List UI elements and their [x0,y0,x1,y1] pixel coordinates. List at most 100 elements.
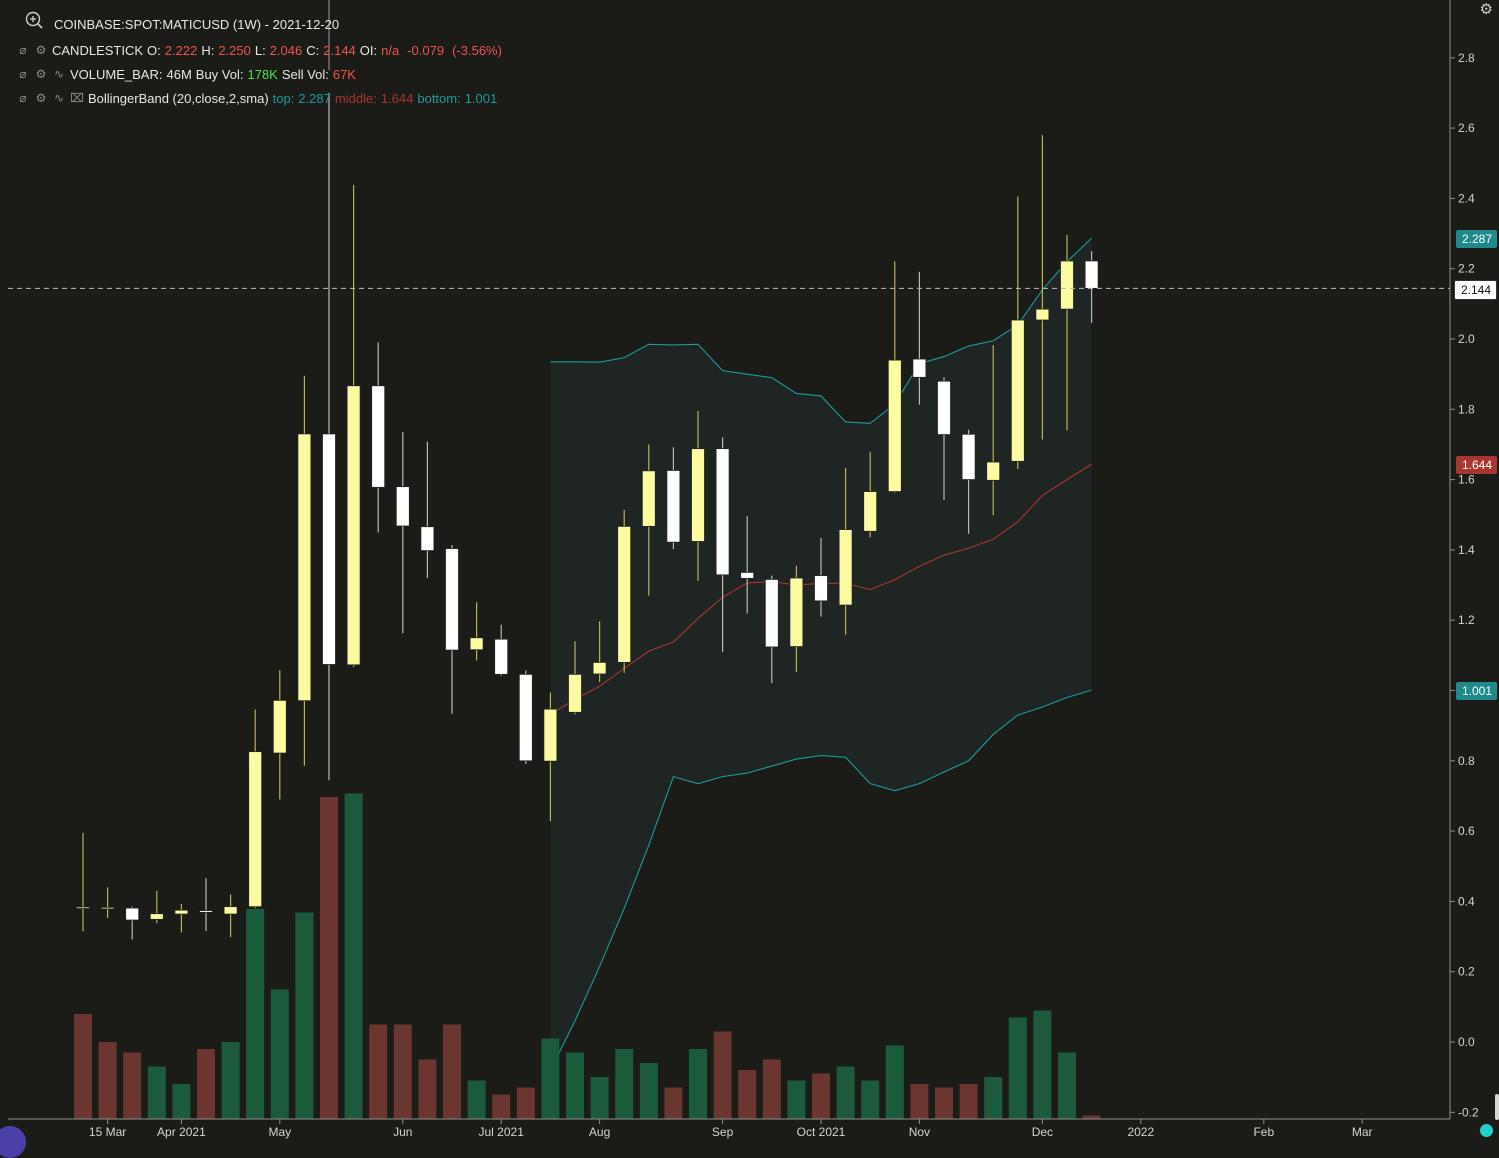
candle-body [912,358,927,378]
symbol-title: COINBASE:SPOT:MATICUSD (1W) - 2021-12-20 [54,16,340,32]
bollinger-name: BollingerBand (20,close,2,sma) [88,90,269,106]
volume-bar [123,1052,142,1119]
volume-bar [713,1031,732,1119]
candle-body [445,548,459,651]
close-label: C: [306,42,320,58]
buy-vol-label: Buy Vol: [195,66,244,82]
volume-bar [492,1094,511,1119]
sell-vol-label: Sell Vol: [281,66,329,82]
volume-bar [320,797,338,1119]
volume-bar [467,1080,486,1119]
high-label: H: [201,42,215,58]
candle-body [199,910,213,913]
bb-middle-value: 1.644 [380,90,414,106]
x-tick-label: Apr 2021 [157,1125,206,1139]
volume-bar [959,1084,978,1119]
volume-bar [935,1087,953,1119]
volume-bar [344,793,363,1119]
volume-name: VOLUME_BAR: [70,66,163,82]
x-tick-label: Feb [1253,1125,1274,1139]
candle-body [887,359,902,492]
candle-body [518,673,533,762]
y-tick-label: 1.8 [1458,402,1475,416]
candle-body [149,913,164,920]
candle-body [1010,319,1025,462]
trend-logo-icon[interactable] [0,1126,26,1158]
y-tick-label: 0.8 [1458,754,1475,768]
candle-body [592,661,607,675]
bollinger-band-fill [550,238,1092,1071]
volume-bars-layer [74,793,1101,1119]
volume-bar [541,1038,560,1119]
zoom-in-icon[interactable] [24,10,44,30]
spark-icon[interactable]: ∿ [53,67,65,81]
volume-bar [1033,1010,1052,1119]
volume-bar [664,1087,683,1119]
gear-icon[interactable]: ⚙ [35,67,47,81]
bb-bottom-label: bottom: [417,90,461,106]
price-scale-handle[interactable] [1495,1094,1499,1120]
x-tick-label: Jul 2021 [479,1125,525,1139]
volume-bar [762,1059,781,1119]
spark-icon[interactable]: ∿ [53,91,65,105]
candle-body [568,673,582,713]
volume-bar [393,1024,412,1119]
candlestick-name: CANDLESTICK [52,42,144,58]
chart-settings-icon[interactable]: ⚙ [1479,1,1493,18]
low-value: 2.046 [269,42,303,58]
volume-bar [861,1080,880,1119]
volume-bar [836,1066,855,1119]
status-dot-icon[interactable] [1480,1124,1493,1137]
x-tick-label: Jun [393,1125,412,1139]
high-value: 2.250 [218,42,251,58]
candlesticks-layer [76,92,1099,940]
volume-bar [812,1073,830,1119]
oi-value: n/a [381,42,400,58]
candle-body [740,571,755,579]
volume-bar [984,1077,1003,1119]
candle-body [322,433,336,665]
bb-middle-label: middle: [334,90,377,106]
bb-middle-price-badge: 1.644 [1455,456,1497,474]
gear-icon[interactable]: ⚙ [35,91,47,105]
last-price-badge: 2.144 [1453,280,1497,300]
candle-body [986,461,1001,481]
candle-body [863,491,878,532]
volume-legend-row: ⌀ ⚙ ∿ VOLUME_BAR: 46M Buy Vol: 178K Sell… [16,65,360,83]
candle-body [838,529,853,606]
volume-bar [270,989,289,1119]
y-tick-label: -0.2 [1458,1105,1479,1119]
candle-body [371,385,386,488]
eye-slash-icon[interactable]: ⌀ [19,67,27,81]
oi-label: OI: [359,42,378,58]
sell-vol-value: 67K [332,66,356,82]
trash-icon[interactable]: ⌧ [70,91,84,105]
eye-slash-icon[interactable]: ⌀ [19,91,27,105]
volume-bar [615,1049,634,1119]
y-tick-label: 0.4 [1458,894,1475,908]
candle-body [961,433,976,480]
candle-body [691,448,705,542]
candle-body [420,526,435,552]
candle-body [272,699,287,754]
y-tick-label: 2.8 [1458,51,1475,65]
volume-value: 46M [166,66,192,82]
candle-body [100,906,115,910]
x-tick-label: Oct 2021 [797,1125,846,1139]
volume-bar [172,1084,191,1119]
candle-body [346,385,361,666]
x-tick-label: Mar [1352,1125,1373,1139]
volume-bar [639,1063,658,1119]
volume-bar [885,1045,904,1119]
y-tick-label: 0.2 [1458,965,1475,979]
volume-bar [418,1059,437,1119]
x-tick-label: Dec [1032,1125,1053,1139]
eye-slash-icon[interactable]: ⌀ [19,43,27,57]
candle-body [494,638,509,675]
x-tick-label: Aug [589,1125,610,1139]
volume-bar [74,1014,92,1119]
bb-top-label: top: [272,90,295,106]
volume-bar [738,1070,757,1119]
gear-icon[interactable]: ⚙ [35,43,47,57]
